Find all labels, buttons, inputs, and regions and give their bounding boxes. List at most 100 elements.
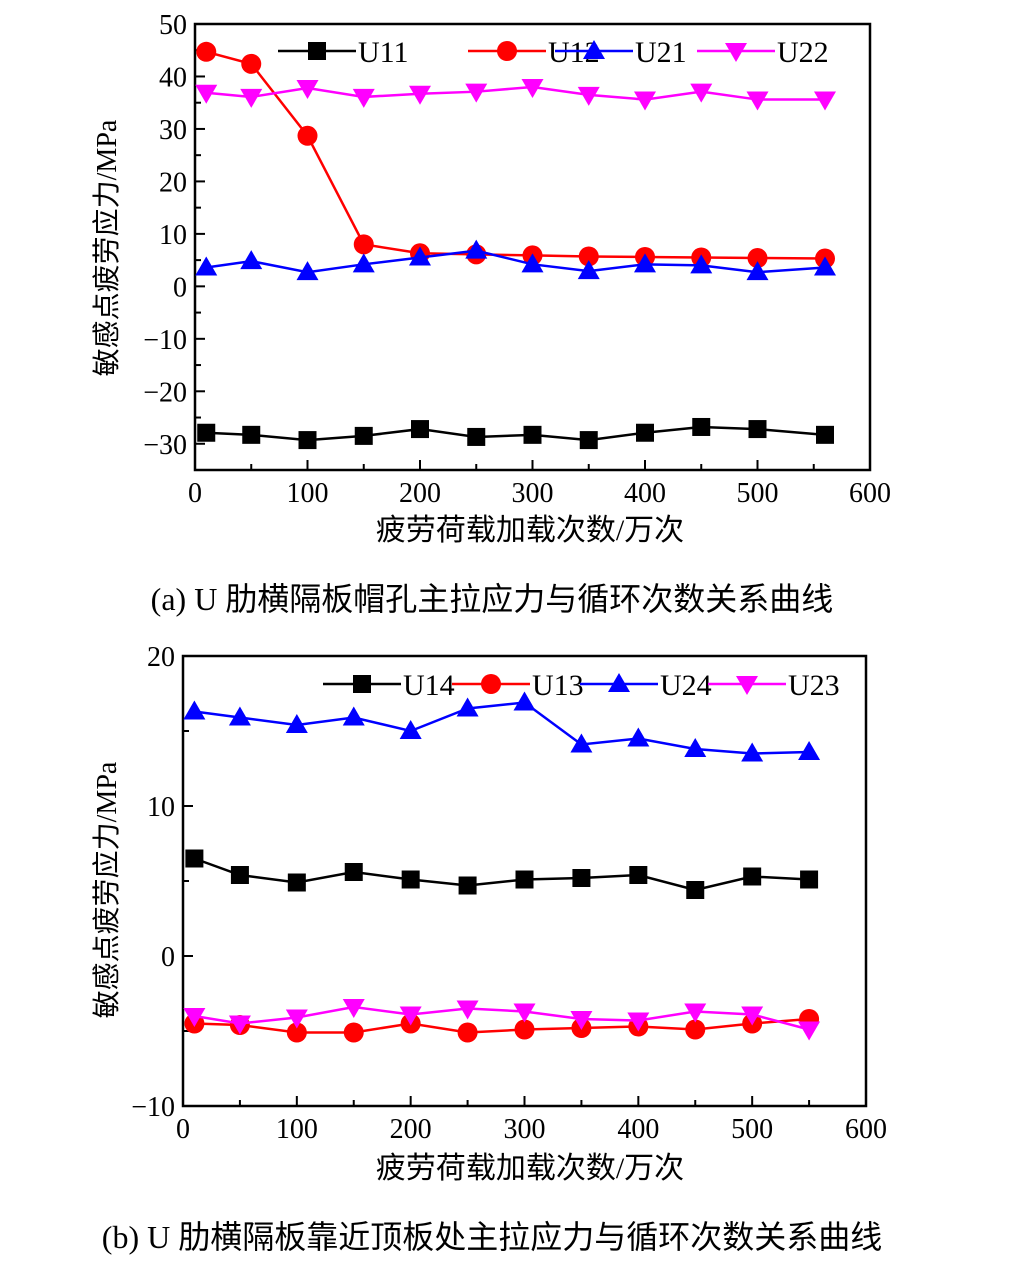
- x-tick-label: 400: [617, 1114, 659, 1145]
- data-point: [578, 246, 599, 267]
- y-tick-label: −10: [131, 1092, 175, 1123]
- legend-label: U22: [777, 36, 829, 69]
- data-point: [741, 1006, 764, 1026]
- data-point: [411, 420, 429, 439]
- legend-marker: [308, 42, 326, 60]
- data-point: [465, 83, 488, 103]
- data-point: [456, 1000, 479, 1020]
- y-tick-label: 20: [159, 167, 187, 198]
- y-tick-label: 50: [159, 10, 187, 41]
- chart-caption: (b) U 肋横隔板靠近顶板处主拉应力与循环次数关系曲线: [102, 1219, 882, 1255]
- data-point: [196, 41, 217, 62]
- data-point: [197, 423, 216, 442]
- data-point: [285, 1009, 308, 1029]
- y-axis-label: 敏感点疲劳应力/MPa: [91, 761, 123, 1018]
- x-tick-label: 0: [176, 1114, 190, 1145]
- data-point: [685, 1019, 706, 1040]
- data-point: [570, 1011, 593, 1030]
- x-tick-label: 0: [188, 478, 202, 509]
- data-point: [690, 254, 713, 274]
- data-point: [513, 1003, 536, 1023]
- series-line: [206, 249, 826, 274]
- series-U24: [183, 691, 821, 762]
- y-tick-label: 40: [159, 62, 187, 93]
- data-point: [458, 876, 477, 895]
- data-point: [814, 256, 836, 276]
- data-point: [230, 866, 249, 884]
- data-point: [297, 125, 318, 146]
- data-point: [800, 870, 819, 889]
- data-point: [798, 741, 821, 760]
- x-axis-label: 疲劳荷载加载次数/万次: [376, 1152, 684, 1185]
- data-point: [577, 260, 600, 280]
- legend-marker: [725, 43, 747, 62]
- y-tick-label: 10: [159, 220, 187, 251]
- x-tick-label: 200: [390, 1114, 432, 1145]
- data-point: [298, 431, 317, 450]
- data-point: [185, 849, 204, 868]
- legend-label: U14: [403, 669, 455, 702]
- series-U21: [195, 239, 836, 281]
- data-point: [342, 999, 365, 1018]
- series-U12: [196, 41, 835, 269]
- series-line: [206, 425, 826, 442]
- data-point: [521, 78, 544, 98]
- data-point: [523, 425, 542, 444]
- series-line: [194, 701, 810, 755]
- legend-item: U22: [697, 36, 829, 69]
- chart-a: 疲劳荷载加载次数/万次 敏感点疲劳应力/MPa (a) U 肋横隔板帽孔主拉应力…: [91, 10, 891, 617]
- x-axis-label: 疲劳荷载加载次数/万次: [376, 514, 684, 547]
- data-point: [684, 1003, 707, 1023]
- data-point: [798, 1021, 821, 1041]
- data-point: [513, 691, 536, 711]
- x-tick-label: 300: [504, 1114, 546, 1145]
- data-point: [287, 873, 306, 892]
- x-tick-label: 600: [849, 478, 891, 509]
- y-axis-label: 敏感点疲劳应力/MPa: [91, 119, 123, 376]
- data-point: [577, 86, 600, 106]
- y-tick-label: 10: [147, 792, 175, 823]
- y-tick-label: −10: [143, 325, 187, 356]
- data-point: [183, 1008, 206, 1027]
- legend-item: U11: [278, 36, 409, 69]
- data-point: [352, 253, 375, 273]
- series-U22: [195, 78, 836, 111]
- data-point: [344, 863, 363, 881]
- legend-label: U23: [788, 669, 840, 702]
- legend-marker: [497, 41, 517, 61]
- x-tick-label: 600: [845, 1114, 887, 1145]
- data-point: [743, 867, 762, 886]
- data-point: [401, 870, 420, 889]
- data-point: [352, 88, 375, 108]
- data-point: [399, 1006, 422, 1026]
- y-tick-label: 0: [173, 272, 187, 303]
- data-point: [456, 697, 479, 717]
- data-point: [195, 256, 218, 276]
- data-point: [240, 250, 263, 270]
- data-point: [228, 706, 251, 726]
- data-point: [285, 714, 308, 733]
- data-point: [409, 85, 431, 105]
- data-point: [467, 427, 486, 446]
- data-point: [690, 83, 713, 103]
- y-tick-label: 20: [147, 642, 175, 673]
- data-point: [636, 423, 654, 442]
- data-point: [353, 234, 374, 255]
- data-point: [343, 1022, 364, 1043]
- data-point: [521, 253, 544, 273]
- data-point: [579, 431, 598, 450]
- legend-label: U13: [532, 669, 584, 702]
- data-point: [354, 426, 373, 445]
- legend-marker: [583, 40, 605, 59]
- series-U14: [185, 849, 819, 899]
- data-point: [692, 417, 711, 436]
- x-tick-label: 500: [737, 478, 779, 509]
- legend-label: U21: [635, 36, 687, 69]
- data-point: [183, 700, 206, 720]
- series-line: [206, 85, 825, 101]
- data-point: [342, 706, 365, 726]
- legend-item: U14: [323, 669, 455, 702]
- data-point: [195, 84, 218, 104]
- data-point: [515, 870, 534, 889]
- data-point: [684, 738, 707, 757]
